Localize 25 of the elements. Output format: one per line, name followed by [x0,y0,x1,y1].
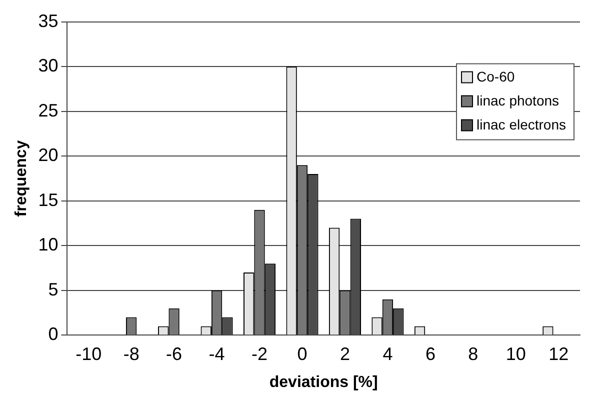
y-axis-title: frequency [13,140,30,217]
y-tick-label: 5 [48,279,58,300]
y-tick-label: 35 [38,10,58,31]
x-tick-label: 0 [297,344,308,364]
y-tick-label: 10 [38,234,58,255]
legend-label: linac electrons [476,116,566,133]
legend-label: Co-60 [476,68,515,85]
x-tick-label: -8 [123,344,140,364]
y-tick-label: 20 [38,145,58,166]
x-tick-label: 8 [468,344,478,364]
x-tick-label: 10 [506,344,526,364]
x-tick-label: 6 [425,344,436,364]
x-tick-label: 2 [340,344,350,364]
x-tick-label: -2 [252,344,268,364]
y-tick-label: 25 [38,100,58,120]
x-tick-label: -10 [76,344,102,364]
y-tick-label: 15 [38,190,58,210]
legend-label: linac photons [476,92,560,109]
x-tick-label: 12 [548,344,569,364]
x-tick-label: -6 [166,344,182,364]
x-tick-label: 4 [382,344,393,364]
y-tick-label: 0 [48,324,58,344]
x-tick-label: -4 [208,344,225,364]
y-tick-label: 30 [38,56,58,76]
x-axis-title: deviations [%] [269,374,378,391]
